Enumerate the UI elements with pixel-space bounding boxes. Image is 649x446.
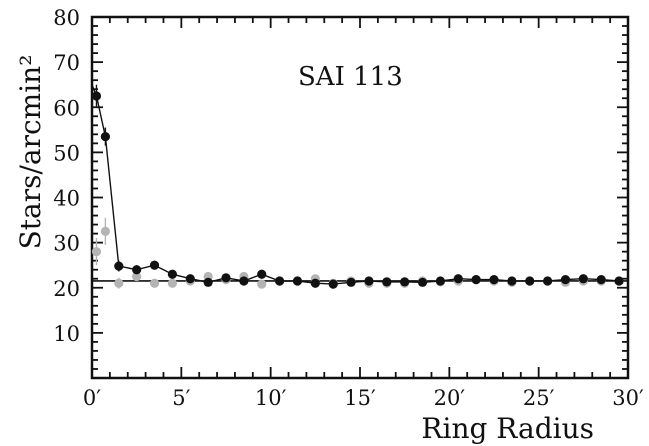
data-point [257, 269, 267, 279]
x-tick-label: 10′ [255, 386, 287, 410]
profile-line [91, 84, 620, 285]
data-point [525, 276, 535, 286]
data-point [275, 276, 285, 286]
data-point [471, 275, 481, 285]
data-point [239, 276, 249, 286]
data-point [132, 271, 142, 282]
x-axis-title: Ring Radius [421, 412, 594, 445]
data-point [400, 277, 410, 287]
data-point [292, 276, 303, 286]
data-point [560, 275, 571, 285]
chart-title: SAI 113 [298, 62, 403, 92]
data-point [543, 276, 553, 286]
data-point [489, 275, 499, 285]
data-point [596, 275, 606, 285]
data-point [578, 274, 588, 284]
x-tick-label: 30′ [612, 386, 644, 410]
x-tick-label: 25′ [523, 386, 555, 410]
data-point [310, 278, 320, 288]
data-point [382, 277, 392, 287]
data-point [185, 274, 195, 284]
data-point [257, 279, 267, 289]
y-axis: 10 20 30 40 50 60 70 80 [53, 6, 628, 379]
y-tick-label: 70 [53, 51, 80, 75]
y-tick-label: 80 [53, 6, 80, 30]
x-tick-label: 15′ [344, 386, 376, 410]
y-tick-label: 60 [53, 96, 80, 120]
data-point [100, 131, 110, 142]
data-point [149, 260, 160, 270]
data-point [114, 261, 124, 271]
x-tick-label: 20′ [434, 386, 466, 410]
y-tick-label: 30 [53, 232, 80, 256]
data-point [167, 269, 177, 279]
data-point [435, 276, 445, 286]
x-tick-label: 0′ [83, 386, 101, 410]
cluster-profile-series [91, 84, 624, 289]
data-point [417, 277, 428, 287]
data-point [507, 276, 517, 286]
data-point [614, 276, 624, 286]
data-point [453, 274, 463, 284]
data-series [91, 84, 624, 289]
data-point [114, 278, 124, 288]
data-point [364, 276, 374, 286]
data-point [328, 279, 338, 289]
data-point [203, 277, 213, 287]
x-tick-label: 5′ [172, 386, 190, 410]
data-point [100, 226, 110, 236]
data-point [346, 277, 356, 287]
data-point [149, 278, 160, 288]
y-tick-label: 50 [53, 141, 80, 165]
y-tick-label: 40 [53, 187, 80, 211]
y-axis-title: Stars/arcmin² [14, 55, 47, 250]
data-point [91, 91, 102, 101]
x-axis: 0′ 5′ 10′ 15′ 20′ 25′ 30′ [83, 17, 644, 410]
data-point [132, 265, 142, 275]
data-point [167, 278, 177, 288]
data-point [91, 247, 102, 257]
y-tick-label: 20 [53, 277, 80, 301]
data-point [221, 273, 231, 283]
y-tick-label: 10 [53, 322, 80, 346]
